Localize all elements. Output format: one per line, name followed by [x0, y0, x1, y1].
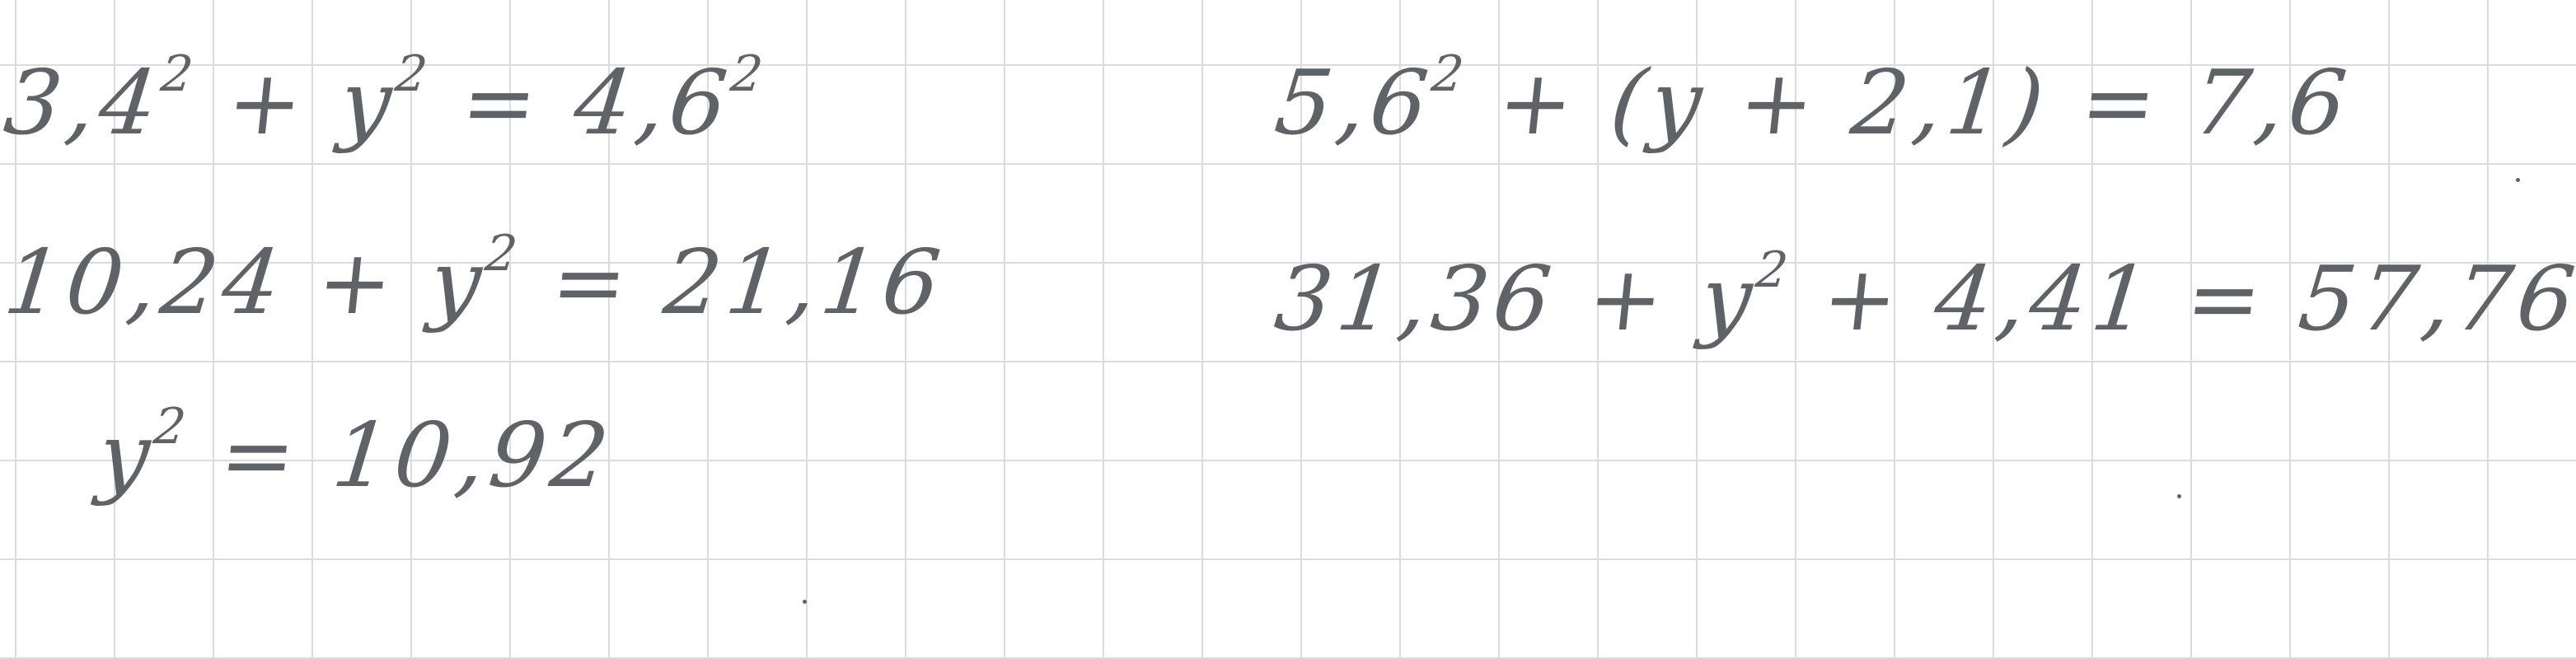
term: = 4,6	[457, 52, 737, 155]
term: 3,4	[0, 52, 167, 155]
equation-left-line-3: y2 = 10,92	[93, 398, 618, 507]
term: + 4,41 = 57,76	[1817, 248, 2576, 351]
exponent: 2	[728, 45, 770, 103]
exponent: 2	[392, 45, 435, 103]
term: + (y + 2,1) = 7,6	[1492, 52, 2356, 155]
stray-ink-dot	[803, 600, 807, 604]
equation-right-line-2: 31,36 + y2 + 4,41 = 57,76	[1270, 241, 2576, 351]
exponent: 2	[151, 398, 194, 456]
term: y	[93, 404, 160, 507]
term: = 10,92	[215, 404, 619, 507]
exponent: 2	[482, 225, 526, 283]
term: 5,6	[1270, 52, 1438, 155]
exponent: 2	[157, 45, 201, 103]
stray-ink-dot	[2516, 178, 2520, 182]
term: + y	[222, 52, 401, 155]
stray-ink-dot	[2177, 494, 2181, 498]
term: 10,24 + y	[0, 231, 491, 334]
exponent: 2	[1428, 45, 1472, 103]
equation-left-line-2: 10,24 + y2 = 21,16	[0, 225, 950, 334]
term: = 21,16	[546, 231, 950, 334]
equation-left-line-1: 3,42 + y2 = 4,62	[0, 45, 770, 155]
term: 31,36 + y	[1270, 248, 1762, 351]
exponent: 2	[1753, 241, 1796, 299]
equation-right-line-1: 5,62 + (y + 2,1) = 7,6	[1270, 45, 2355, 155]
